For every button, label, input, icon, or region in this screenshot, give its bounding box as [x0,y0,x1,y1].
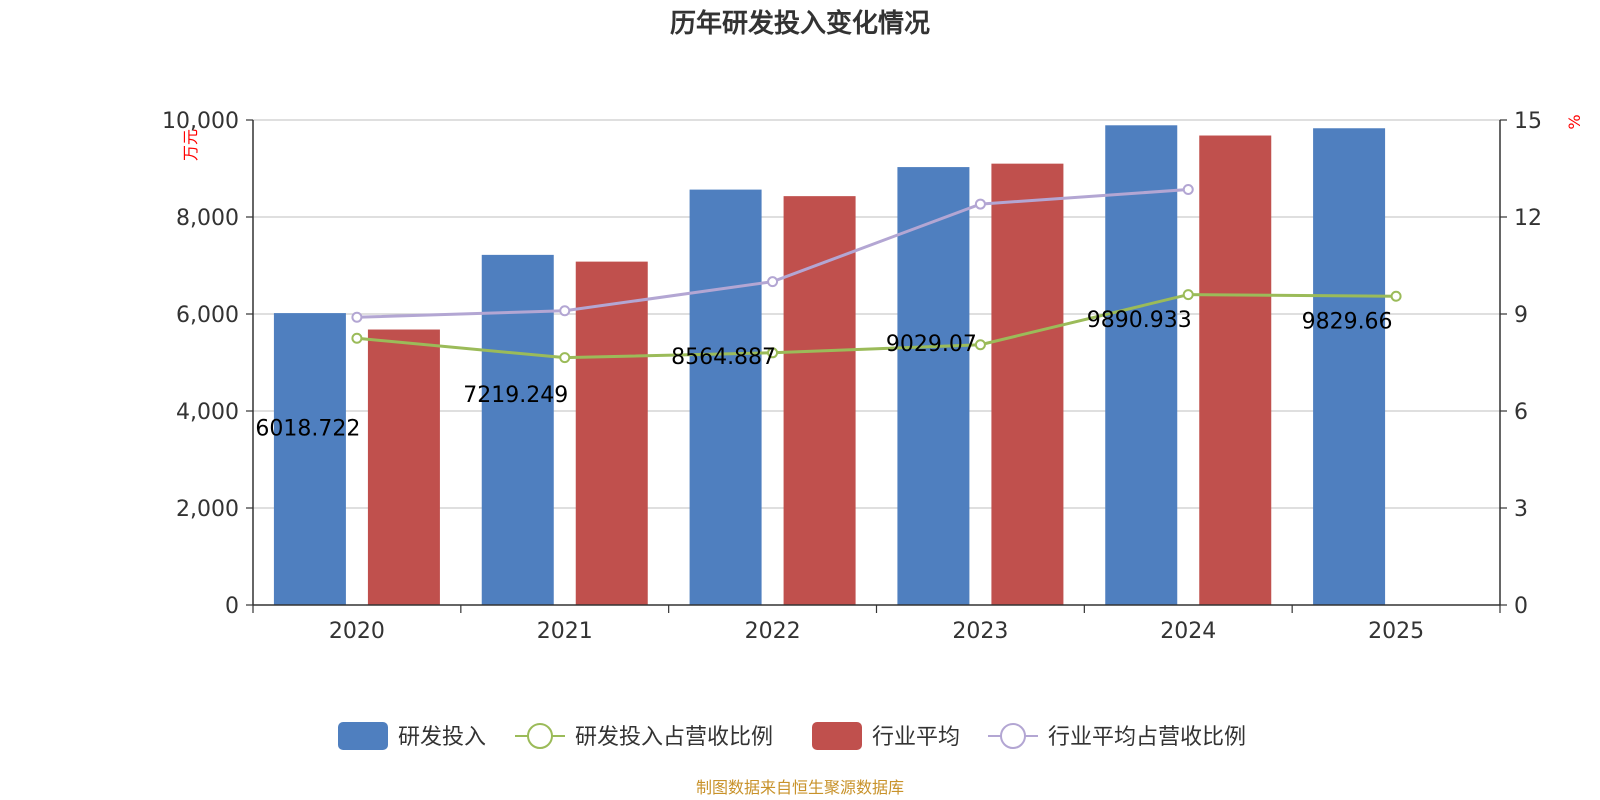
y-left-tick-label: 6,000 [176,303,239,328]
line-point [1182,289,1194,301]
y-right-tick-label: 9 [1514,303,1528,328]
bar [367,329,440,605]
bar [1313,128,1386,606]
bar [991,163,1064,605]
bar [897,167,970,606]
y-left-tick-label: 0 [225,594,239,619]
x-tick-label: 2023 [952,619,1008,644]
bar [273,313,346,605]
bar [689,189,762,606]
bar-value-label: 7219.249 [463,383,568,408]
line-point [974,339,986,351]
legend-label: 行业平均占营收比例 [1048,725,1246,750]
y-right-tick-label: 6 [1514,400,1528,425]
bar [575,261,648,605]
y-left-tick-label: 8,000 [176,206,239,231]
y-right-tick-label: 3 [1514,497,1528,522]
bar-value-label: 8564.887 [671,345,776,370]
legend-marker [527,723,553,749]
line-point [974,198,986,210]
line-series [356,188,1189,319]
legend-label: 行业平均 [872,725,960,750]
data-labels: 6018.722 7219.249 8564.887 9029.07 9890.933 9… [255,308,1392,442]
axes: 万元 % 0 2,000 4,000 6,000 8,000 10,000 0 3 6 9 12 15… [162,109,1584,644]
legend-label: 研发投入 [398,725,486,750]
legend-swatch [812,722,862,750]
y-left-unit: 万元 [181,129,200,161]
x-tick-label: 2025 [1368,619,1424,644]
y-left-tick-label: 10,000 [162,109,239,134]
x-tick-label: 2022 [745,619,801,644]
bar-value-label: 6018.722 [255,417,360,442]
y-left-tick-label: 2,000 [176,497,239,522]
y-right-tick-label: 0 [1514,594,1528,619]
bar-value-label: 9829.66 [1302,309,1393,334]
line-point [351,332,363,344]
y-left-tick-label: 4,000 [176,400,239,425]
line-point [767,347,779,359]
bar [783,196,856,605]
x-tick-label: 2024 [1160,619,1216,644]
bar-value-label: 9029.07 [886,332,977,357]
y-right-unit: % [1565,114,1584,129]
bar [1105,125,1178,606]
chart-title: 历年研发投入变化情况 [670,8,930,39]
source-note: 制图数据来自恒生聚源数据库 [696,778,904,797]
line-point [1390,290,1402,302]
bar [1199,135,1272,605]
legend-marker [1000,723,1026,749]
legend-swatch [338,722,388,750]
bar [481,254,554,605]
legend-label: 研发投入占营收比例 [575,725,773,750]
lines [351,184,1402,364]
bar-value-label: 9890.933 [1087,308,1192,333]
line-point [767,276,779,288]
line-point [1182,184,1194,196]
bars [273,125,1386,606]
y-right-tick-label: 12 [1514,206,1542,231]
line-series [356,293,1397,360]
line-point [559,305,571,317]
legend: 研发投入 研发投入占营收比例 行业平均 行业平均占营收比例 [338,722,1246,750]
line-point [351,311,363,323]
line-point [559,352,571,364]
y-right-tick-label: 15 [1514,109,1542,134]
x-tick-label: 2020 [329,619,385,644]
x-tick-label: 2021 [537,619,593,644]
